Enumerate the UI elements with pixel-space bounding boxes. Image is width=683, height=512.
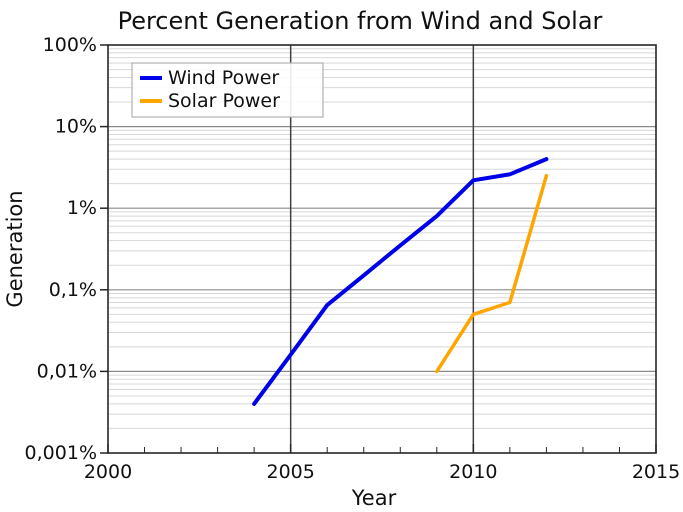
legend-box [131,62,324,118]
tick-labels-layer: 100% 10% 1% 0,1% 0,01% 0,001%2000 2005 2010 2015 [25,34,681,483]
y-axis-title: Generation [3,190,27,307]
x-tick-label: 2015 [632,461,680,483]
x-tick-label: 2010 [449,461,497,483]
axes-layer [100,44,657,454]
chart-title: Percent Generation from Wind and Solar [118,7,603,35]
legend-label: Wind Power [168,67,279,89]
series-line-wind-power [252,157,549,406]
y-tick-label: 1% [67,197,97,219]
series-layer [252,157,549,406]
y-tick-label: 0,1% [49,279,97,301]
x-axis-title: Year [351,486,397,510]
y-tick-label: 10% [55,116,97,138]
y-tick-label: 0,01% [37,360,97,382]
plot-border [107,44,657,454]
gridlines-layer [108,45,656,453]
y-tick-label: 0,001% [25,442,97,464]
x-tick-label: 2005 [266,461,314,483]
y-tick-label: 100% [43,34,97,56]
legend-label: Solar Power [168,90,280,112]
series-line-solar-power [435,173,549,374]
x-tick-label: 2000 [84,461,132,483]
